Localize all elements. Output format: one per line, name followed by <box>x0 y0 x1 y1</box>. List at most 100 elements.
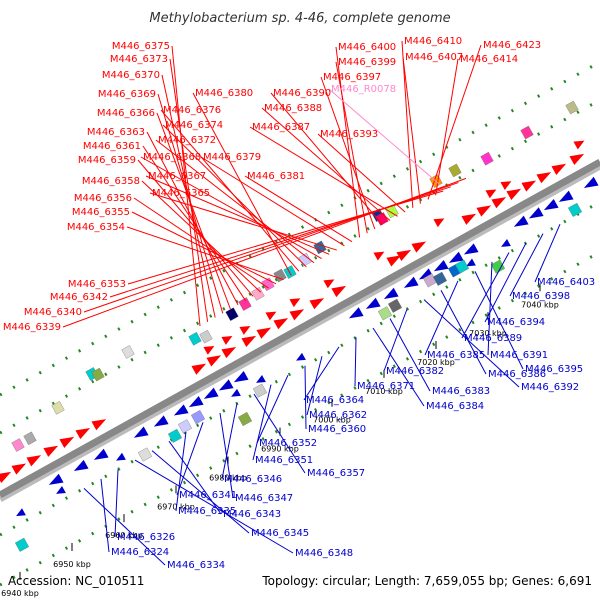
feature-box-shape <box>490 259 506 274</box>
leader-line <box>354 337 357 387</box>
forward-gene-arrow-shape <box>521 180 537 192</box>
leader-line <box>423 299 520 388</box>
forward-gene-arrow-shape <box>500 181 512 190</box>
reverse-gene-arrow <box>93 448 109 460</box>
forward-gene-arrow-shape <box>239 326 251 335</box>
forward-gene-arrow-shape <box>273 318 289 330</box>
forward-gene-arrow-shape <box>433 218 445 228</box>
reverse-gene-arrow <box>463 243 479 255</box>
feature-box <box>252 383 268 398</box>
leader-line <box>328 88 441 186</box>
reverse-gene-arrow <box>133 426 149 438</box>
reverse-gene-arrow-shape <box>16 508 26 517</box>
feature-box-shape <box>432 271 448 286</box>
feature-box <box>199 329 213 344</box>
forward-gene-label: M446_6367 <box>148 171 206 182</box>
reverse-gene-arrow <box>56 486 66 494</box>
accession-text: Accession: NC_010511 <box>8 574 144 588</box>
reverse-gene-label: M446_6371 <box>357 381 415 392</box>
leader-line <box>424 280 459 356</box>
forward-gene-label: M446_6372 <box>158 135 216 146</box>
reverse-gene-label: M446_6386 <box>488 369 546 380</box>
feature-box-shape <box>273 268 287 283</box>
forward-gene-label: M446_6376 <box>163 105 221 116</box>
leader-line <box>253 393 306 474</box>
forward-gene-arrow-shape <box>491 197 507 209</box>
forward-gene-arrow <box>59 436 75 449</box>
forward-gene-label: M446_6407 <box>405 52 463 63</box>
forward-gene-label: M446_6361 <box>83 141 141 152</box>
kbp-ticks: 6940 kbp 6950 kbp 6960 kbp 6970 kbp 6980 kbp… <box>1 283 559 598</box>
leader-line <box>134 459 294 554</box>
reverse-gene-arrow-shape <box>348 307 364 319</box>
forward-gene-label: M446_6410 <box>404 36 462 47</box>
track-guide <box>0 250 600 587</box>
forward-gene-arrow <box>239 326 251 335</box>
feature-box <box>565 100 579 115</box>
forward-gene-label: M446_6366 <box>97 108 155 119</box>
forward-gene-arrow <box>573 140 585 150</box>
forward-gene-arrow <box>265 311 277 321</box>
leader-line <box>133 197 269 289</box>
feature-box-shape <box>14 537 30 552</box>
feature-box <box>121 345 135 359</box>
reverse-gene-arrow <box>16 508 26 517</box>
feature-box <box>480 151 494 166</box>
reverse-gene-arrow <box>48 473 64 485</box>
feature-box-shape <box>520 125 534 140</box>
feature-box <box>11 438 25 452</box>
leader-line <box>304 365 307 430</box>
feature-box <box>520 125 534 140</box>
reverse-gene-arrow-shape <box>501 239 511 247</box>
feature-box-shape <box>565 100 579 115</box>
reverse-gene-arrow <box>256 375 266 383</box>
backbone <box>0 158 600 499</box>
forward-gene-label: M446_6379 <box>203 152 261 163</box>
leader-line <box>249 126 398 217</box>
feature-box-shape <box>177 419 193 434</box>
leader-line <box>389 318 431 392</box>
feature-box-shape <box>252 383 268 398</box>
forward-gene-label: M446_6353 <box>68 279 126 290</box>
leader-line <box>256 374 289 444</box>
feature-box-shape <box>251 287 265 301</box>
page-title: Methylobacterium sp. 4-46, complete geno… <box>149 11 450 26</box>
forward-gene-arrow-shape <box>206 355 222 367</box>
forward-gene-label: M446_6370 <box>102 70 160 81</box>
leader-line <box>149 192 337 251</box>
leader-line <box>219 412 234 499</box>
feature-box-shape <box>91 367 105 382</box>
reverse-gene-arrow <box>513 215 529 227</box>
reverse-gene-arrow-shape <box>231 388 241 397</box>
reverse-gene-arrow <box>433 260 449 272</box>
forward-gene-arrow-shape <box>573 140 585 150</box>
leader-line <box>126 226 284 281</box>
kbp-tick-label: 6940 kbp <box>1 589 39 598</box>
reverse-gene-arrow <box>188 396 204 408</box>
reverse-gene-arrow <box>173 404 189 416</box>
reverse-gene-arrow-shape <box>528 207 544 219</box>
feature-box <box>387 298 403 313</box>
leader-line <box>100 478 110 553</box>
forward-gene-label: M446_6363 <box>87 127 145 138</box>
feature-box-shape <box>199 329 213 344</box>
feature-box-shape <box>448 163 462 178</box>
reverse-gene-arrow <box>558 190 574 202</box>
reverse-gene-arrow <box>73 459 89 471</box>
reverse-gene-arrow-shape <box>233 371 249 383</box>
forward-gene-label: M446_6374 <box>165 120 223 131</box>
leader-line <box>474 271 524 370</box>
reverse-gene-arrow <box>218 379 234 391</box>
reverse-gene-label: M446_6360 <box>308 424 366 435</box>
feature-box <box>454 259 470 274</box>
feature-box-shape <box>480 151 494 166</box>
forward-gene-arrow-shape <box>221 346 237 359</box>
feature-box-shape <box>387 298 403 313</box>
leader-line <box>509 233 544 297</box>
feature-box-shape <box>51 401 65 415</box>
feature-box <box>91 367 105 382</box>
forward-gene-label: M446_6355 <box>72 207 130 218</box>
feature-box <box>167 428 183 443</box>
forward-gene-arrow <box>521 180 537 192</box>
